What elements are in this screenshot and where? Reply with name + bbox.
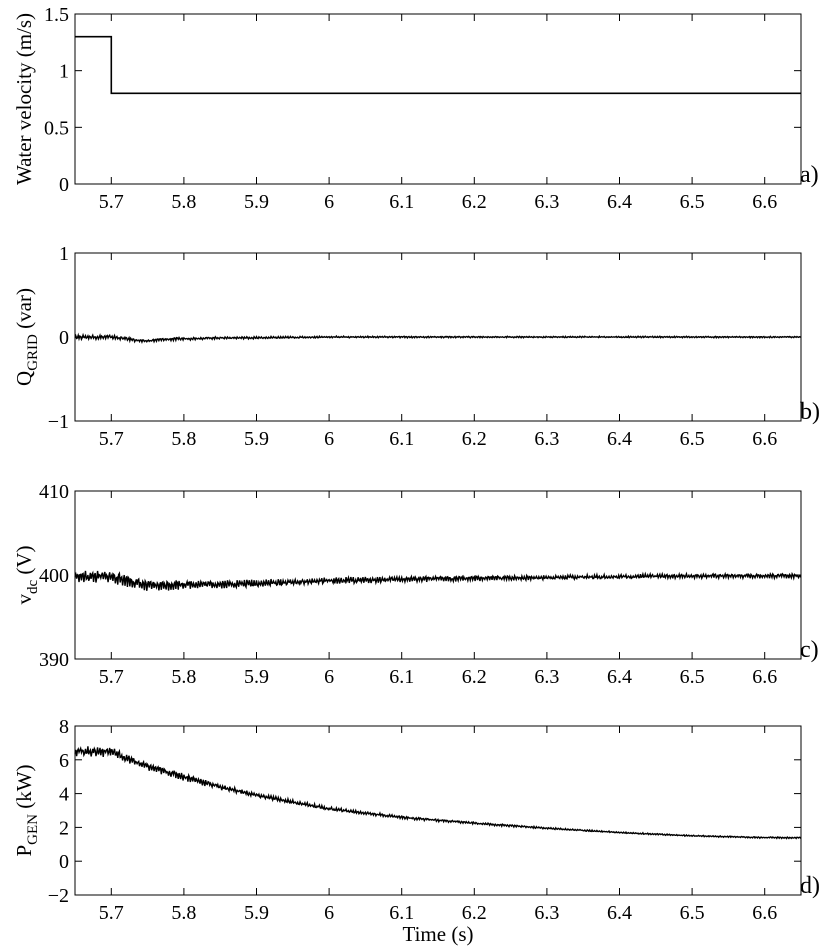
series-line xyxy=(74,745,802,840)
x-tick-label: 5.7 xyxy=(99,902,124,924)
panel-label: b) xyxy=(800,399,820,425)
y-axis-title: QGRID (var) xyxy=(12,288,41,386)
panel-label: a) xyxy=(800,162,819,188)
x-tick-label: 6.4 xyxy=(607,428,632,450)
chart-panel-a: 5.7 5.8 5.9 6 6.1 6.2 6.3 6.4 6.5 6.6 0 0.5 1 1.5 Wate… xyxy=(12,4,819,213)
x-tick-label: 5.9 xyxy=(244,191,269,213)
x-tick-label: 6 xyxy=(324,666,334,688)
x-tick-label: 6.6 xyxy=(752,191,777,213)
x-tick-label: 6.3 xyxy=(534,191,559,213)
panel-label: d) xyxy=(800,873,820,899)
y-tick-label: 390 xyxy=(39,649,69,671)
series-line xyxy=(75,35,801,95)
x-tick-label: 6.5 xyxy=(680,902,705,924)
y-tick-label: 0 xyxy=(59,327,69,349)
y-tick-label: 410 xyxy=(39,481,69,503)
y-tick-label: −2 xyxy=(48,885,69,907)
x-tick-label: 6.5 xyxy=(680,666,705,688)
chart-panel-c: 5.7 5.8 5.9 6 6.1 6.2 6.3 6.4 6.5 6.6 390 400 410 vdc… xyxy=(12,481,819,688)
x-tick-label: 6.5 xyxy=(680,191,705,213)
y-tick-label: 0 xyxy=(59,851,69,873)
series-line xyxy=(74,570,802,591)
x-tick-label: 6.2 xyxy=(462,428,487,450)
x-tick-label: 5.8 xyxy=(171,902,196,924)
x-tick-label: 6.1 xyxy=(389,902,414,924)
x-tick-label: 6.6 xyxy=(752,666,777,688)
x-tick-label: 6.1 xyxy=(389,666,414,688)
x-tick-label: 6 xyxy=(324,191,334,213)
y-tick-label: 0.5 xyxy=(44,117,69,139)
x-tick-label: 5.8 xyxy=(171,428,196,450)
chart-panel-d: 5.7 5.8 5.9 6 6.1 6.2 6.3 6.4 6.5 6.6 −2 0 2 4 6 8 PGEN … xyxy=(12,716,820,946)
y-axis-title: PGEN (kW) xyxy=(12,764,41,856)
y-tick-label: 4 xyxy=(59,784,69,806)
x-tick-label: 6.3 xyxy=(534,902,559,924)
y-tick-label: 2 xyxy=(59,817,69,839)
x-tick-label: 5.7 xyxy=(99,191,124,213)
plot-frame xyxy=(74,13,802,185)
x-tick-label: 6.6 xyxy=(752,428,777,450)
x-tick-label: 6.4 xyxy=(607,666,632,688)
x-tick-label: 5.9 xyxy=(244,902,269,924)
x-tick-label: 6.6 xyxy=(752,902,777,924)
y-tick-label: 1 xyxy=(59,243,69,265)
x-tick-label: 6.1 xyxy=(389,191,414,213)
x-tick-label: 6.2 xyxy=(462,902,487,924)
y-tick-label: −1 xyxy=(48,411,69,433)
y-tick-label: 6 xyxy=(59,750,69,772)
x-tick-label: 6.3 xyxy=(534,666,559,688)
x-tick-label: 6.2 xyxy=(462,191,487,213)
plot-frame xyxy=(74,725,802,896)
x-tick-label: 5.8 xyxy=(171,191,196,213)
x-axis-title: Time (s) xyxy=(403,922,474,946)
x-tick-label: 6.5 xyxy=(680,428,705,450)
y-tick-label: 8 xyxy=(59,716,69,738)
chart-panel-b: 5.7 5.8 5.9 6 6.1 6.2 6.3 6.4 6.5 6.6 −1 0 1 QGRID (v… xyxy=(12,243,820,450)
x-tick-label: 6.4 xyxy=(607,191,632,213)
x-tick-label: 5.8 xyxy=(171,666,196,688)
y-tick-label: 1 xyxy=(59,61,69,83)
x-tick-label: 6.1 xyxy=(389,428,414,450)
y-tick-label: 1.5 xyxy=(44,4,69,26)
y-axis-title: Water velocity (m/s) xyxy=(12,13,36,185)
y-axis-title: vdc (V) xyxy=(12,545,41,604)
series-line xyxy=(74,332,802,345)
x-tick-label: 5.9 xyxy=(244,428,269,450)
panel-label: c) xyxy=(800,637,819,663)
x-tick-label: 6 xyxy=(324,428,334,450)
x-tick-label: 5.7 xyxy=(99,666,124,688)
x-tick-label: 5.7 xyxy=(99,428,124,450)
x-tick-label: 6 xyxy=(324,902,334,924)
x-tick-label: 5.9 xyxy=(244,666,269,688)
x-tick-label: 6.2 xyxy=(462,666,487,688)
y-tick-label: 0 xyxy=(59,174,69,196)
plot-frame xyxy=(74,490,802,660)
x-tick-label: 6.3 xyxy=(534,428,559,450)
y-tick-label: 400 xyxy=(39,565,69,587)
x-tick-label: 6.4 xyxy=(607,902,632,924)
